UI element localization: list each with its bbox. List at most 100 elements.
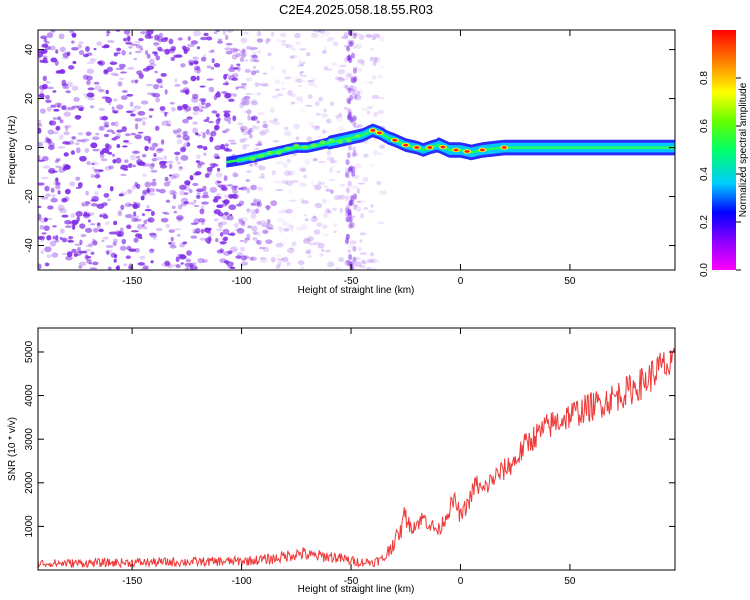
noise-speckle <box>73 253 79 256</box>
noise-speckle <box>262 72 268 75</box>
noise-speckle <box>39 95 45 99</box>
noise-speckle <box>317 180 322 186</box>
noise-speckle <box>71 85 79 91</box>
noise-speckle <box>227 184 234 187</box>
noise-speckle <box>287 89 293 96</box>
noise-speckle <box>54 102 62 106</box>
noise-speckle <box>294 41 302 46</box>
noise-speckle <box>231 53 238 60</box>
noise-speckle <box>280 39 287 43</box>
noise-speckle <box>223 111 227 116</box>
x-tick-label: -50 <box>344 276 359 287</box>
noise-speckle <box>153 83 159 90</box>
noise-speckle <box>227 233 236 236</box>
noise-speckle <box>64 124 72 129</box>
noise-speckle <box>38 217 42 222</box>
noise-speckle <box>281 221 290 227</box>
noise-speckle <box>54 185 61 190</box>
noise-speckle <box>240 53 246 58</box>
noise-speckle <box>236 63 241 66</box>
noise-speckle <box>224 47 232 51</box>
ridge-hotspot <box>427 146 433 149</box>
noise-speckle <box>231 185 238 191</box>
noise-speckle <box>84 147 90 153</box>
noise-speckle <box>39 89 44 95</box>
noise-speckle <box>125 164 131 169</box>
noise-speckle <box>294 32 301 39</box>
ridge-hotspot <box>479 148 485 152</box>
noise-speckle <box>42 57 48 61</box>
noise-speckle <box>159 160 168 164</box>
ridge-blob <box>258 154 265 159</box>
noise-speckle <box>89 267 98 270</box>
noise-speckle <box>79 239 83 246</box>
noise-speckle <box>165 119 172 126</box>
noise-speckle <box>217 221 222 228</box>
noise-speckle <box>96 41 103 46</box>
noise-speckle <box>186 142 191 147</box>
noise-speckle <box>210 136 215 141</box>
noise-speckle <box>283 170 292 177</box>
noise-speckle <box>243 137 248 142</box>
noise-speckle <box>348 244 353 249</box>
noise-speckle <box>244 255 250 260</box>
noise-speckle <box>255 239 260 245</box>
noise-speckle <box>193 56 200 61</box>
noise-speckle <box>84 201 91 205</box>
noise-streak <box>352 256 357 263</box>
noise-speckle <box>170 236 174 242</box>
noise-speckle <box>183 186 191 191</box>
noise-speckle <box>93 47 97 51</box>
noise-speckle <box>121 126 127 132</box>
noise-streak <box>352 122 357 129</box>
noise-speckle <box>256 38 264 43</box>
noise-speckle <box>256 221 263 225</box>
noise-speckle <box>183 142 191 148</box>
noise-speckle <box>119 77 125 81</box>
noise-speckle <box>330 160 338 164</box>
noise-speckle <box>194 266 199 270</box>
noise-streak <box>349 216 354 223</box>
noise-speckle <box>281 87 286 90</box>
noise-speckle <box>308 81 315 87</box>
noise-speckle <box>155 227 163 231</box>
noise-speckle <box>253 147 260 151</box>
noise-streak <box>348 72 353 79</box>
noise-streak <box>352 245 357 252</box>
noise-speckle <box>349 116 357 122</box>
noise-speckle <box>208 235 212 242</box>
noise-speckle <box>139 255 146 260</box>
noise-speckle <box>377 221 385 225</box>
noise-speckle <box>159 106 166 111</box>
noise-speckle <box>55 177 59 184</box>
noise-speckle <box>329 157 335 164</box>
noise-speckle <box>156 148 164 152</box>
noise-speckle <box>250 115 259 121</box>
noise-speckle <box>262 246 270 253</box>
noise-speckle <box>252 197 257 204</box>
noise-speckle <box>142 189 148 195</box>
noise-speckle <box>155 157 164 161</box>
noise-speckle <box>112 110 119 114</box>
noise-speckle <box>193 30 201 37</box>
noise-speckle <box>335 115 340 119</box>
noise-speckle <box>103 121 110 126</box>
noise-speckle <box>352 66 359 71</box>
noise-speckle <box>339 207 343 214</box>
noise-speckle <box>211 110 218 114</box>
ridge-blob <box>275 150 282 155</box>
noise-speckle <box>54 60 59 66</box>
noise-speckle <box>81 138 90 142</box>
noise-streak <box>350 199 355 206</box>
noise-speckle <box>171 45 177 51</box>
noise-speckle <box>141 153 147 158</box>
noise-streak <box>352 120 357 127</box>
noise-speckle <box>137 262 146 266</box>
noise-speckle <box>226 215 234 221</box>
noise-speckle <box>169 244 177 249</box>
noise-speckle <box>65 141 71 146</box>
noise-speckle <box>205 102 211 107</box>
noise-speckle <box>121 90 128 93</box>
noise-speckle <box>213 195 222 200</box>
noise-speckle <box>354 43 363 49</box>
